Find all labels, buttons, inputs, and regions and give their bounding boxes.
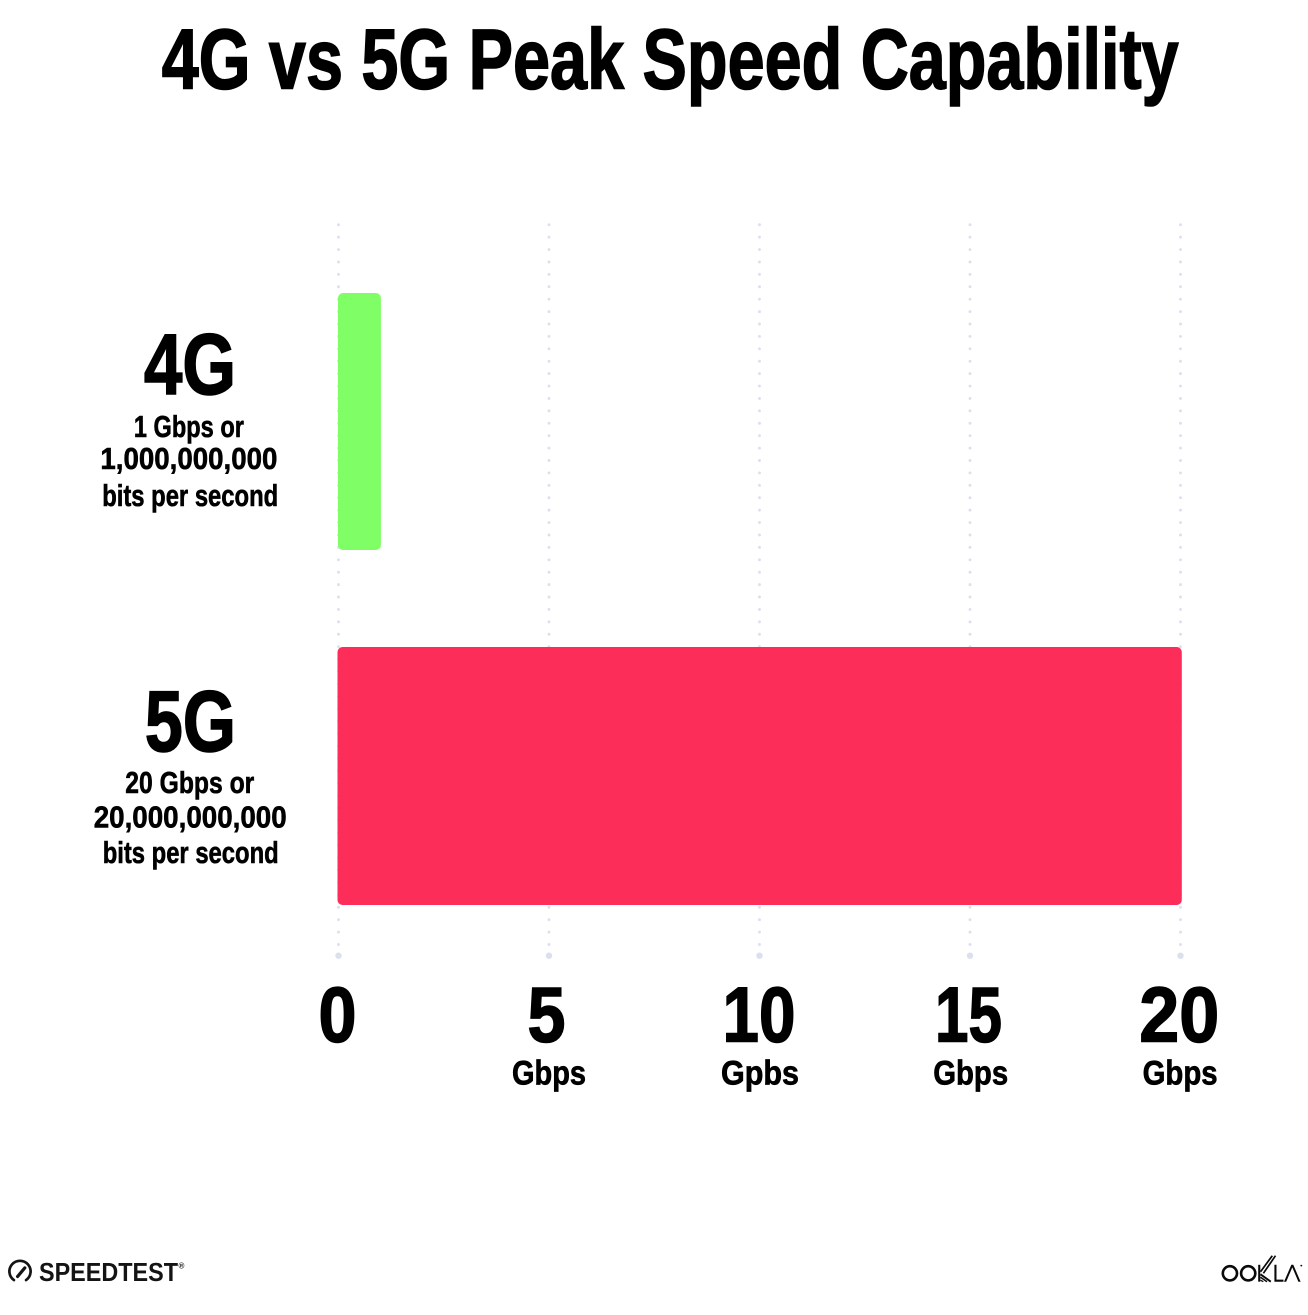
svg-text:20,000,000,000: 20,000,000,000: [94, 801, 287, 835]
svg-text:15: 15: [935, 971, 1002, 1059]
svg-text:5: 5: [528, 971, 566, 1059]
svg-text:bits per second: bits per second: [103, 836, 279, 870]
svg-text:20 Gbps or: 20 Gbps or: [125, 766, 254, 800]
svg-text:20: 20: [1139, 971, 1219, 1059]
svg-text:bits per second: bits per second: [102, 479, 278, 513]
svg-text:4G: 4G: [144, 317, 236, 413]
svg-text:®: ®: [179, 1262, 185, 1271]
svg-text:0: 0: [319, 971, 357, 1059]
svg-text:1 Gbps or: 1 Gbps or: [134, 410, 244, 444]
svg-text:5G: 5G: [145, 674, 236, 770]
svg-text:Gbps: Gbps: [512, 1055, 586, 1093]
svg-text:4G vs 5G Peak Speed Capability: 4G vs 5G Peak Speed Capability: [162, 13, 1179, 108]
svg-text:Gbps: Gbps: [1143, 1055, 1218, 1093]
svg-text:Gbps: Gbps: [933, 1055, 1008, 1093]
svg-text:1,000,000,000: 1,000,000,000: [100, 442, 277, 476]
svg-text:Gpbs: Gpbs: [721, 1055, 799, 1093]
svg-text:10: 10: [723, 971, 796, 1059]
svg-text:SPEEDTEST: SPEEDTEST: [39, 1257, 178, 1287]
